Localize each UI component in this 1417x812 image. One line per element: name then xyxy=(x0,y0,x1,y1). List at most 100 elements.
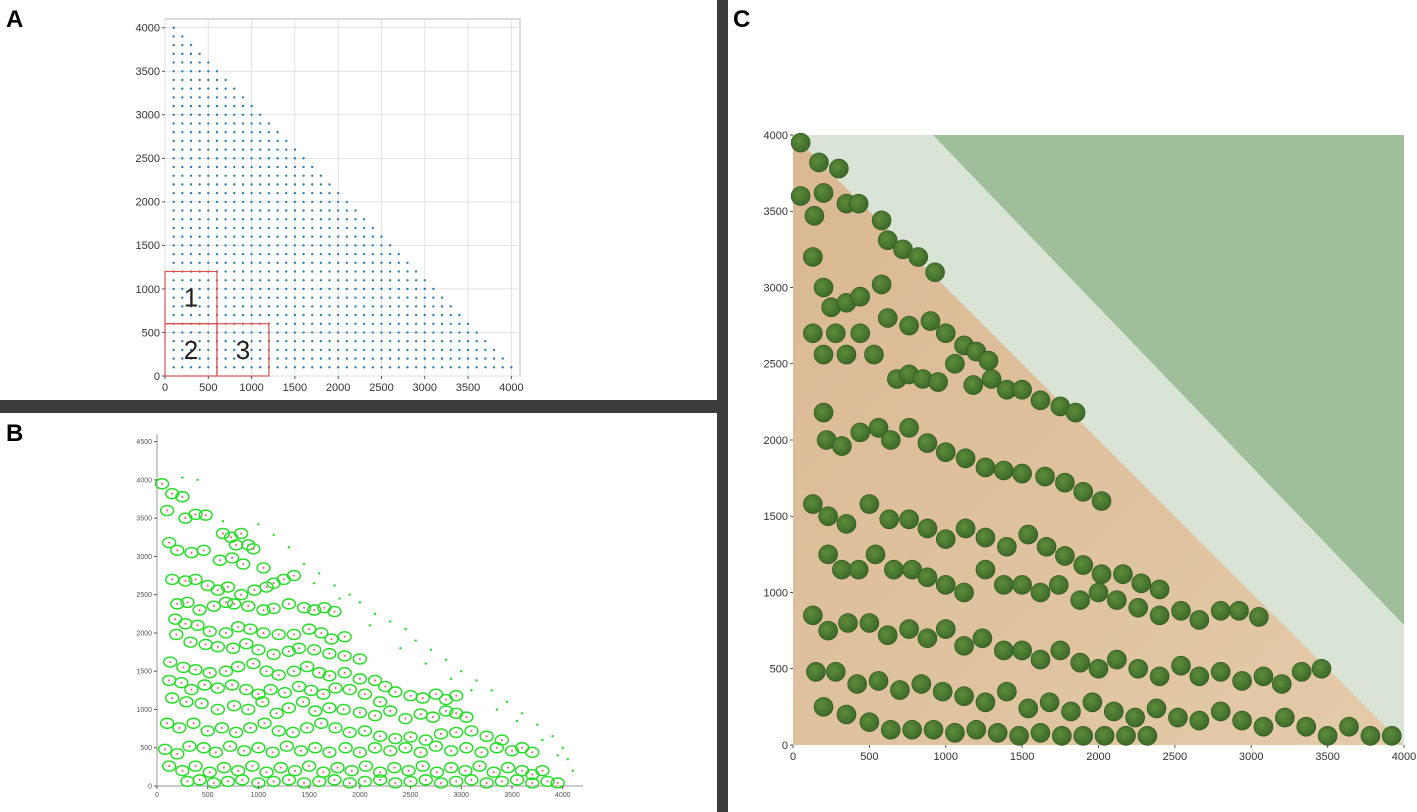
detection-ellipse xyxy=(281,645,297,658)
grid-point xyxy=(337,200,340,204)
grid-point xyxy=(311,209,314,212)
tree-crown xyxy=(847,674,867,694)
grid-point xyxy=(397,366,400,369)
tree-crown xyxy=(1088,582,1109,603)
grid-point xyxy=(311,340,314,343)
detection-ellipse xyxy=(287,764,303,777)
grid-point xyxy=(250,174,253,177)
tree-crown xyxy=(1088,658,1109,679)
grid-point xyxy=(345,322,348,325)
detection-center xyxy=(531,781,534,784)
detection-center xyxy=(521,769,524,772)
detection-center xyxy=(184,579,187,582)
x-tick-label: 1500 xyxy=(283,382,307,394)
detection-ellipse xyxy=(281,702,297,714)
grid-point xyxy=(276,261,279,264)
grid-point xyxy=(397,287,400,291)
grid-point xyxy=(259,270,262,273)
detection-center xyxy=(279,766,282,769)
grid-point xyxy=(276,131,279,134)
grid-point xyxy=(293,165,297,169)
tree-crown xyxy=(1012,379,1032,400)
grid-point xyxy=(406,279,409,282)
grid-point xyxy=(337,305,340,308)
grid-point xyxy=(311,244,314,247)
tree-crown xyxy=(908,247,929,267)
grid-point xyxy=(423,305,426,308)
grid-point xyxy=(449,322,452,325)
grid-point xyxy=(311,191,314,195)
grid-point xyxy=(423,287,426,291)
detection-center xyxy=(389,749,392,752)
grid-point xyxy=(337,270,340,273)
tree-crown xyxy=(955,518,976,539)
small-dot xyxy=(373,612,377,616)
grid-point xyxy=(285,165,288,169)
grid-point xyxy=(276,296,279,299)
detection-center xyxy=(293,769,296,772)
grid-point xyxy=(293,235,297,238)
detection-ellipse xyxy=(293,745,309,757)
grid-point xyxy=(397,340,400,343)
grid-point xyxy=(388,305,392,308)
grid-point xyxy=(172,279,175,282)
grid-point xyxy=(198,61,201,64)
grid-point xyxy=(215,226,219,230)
grid-point xyxy=(285,270,288,273)
small-dot xyxy=(561,746,564,749)
grid-point xyxy=(267,157,271,160)
detection-center xyxy=(322,771,325,774)
detection-ellipse xyxy=(259,581,274,593)
small-dot xyxy=(221,520,225,523)
tree-crown xyxy=(972,628,993,649)
detection-ellipse xyxy=(259,665,274,677)
tree-crown xyxy=(1061,701,1081,722)
detection-ellipse xyxy=(367,674,383,687)
grid-point xyxy=(311,218,314,221)
detection-center xyxy=(521,746,524,749)
tree-crown xyxy=(1291,661,1312,682)
grid-point xyxy=(311,357,314,360)
detection-center xyxy=(206,729,209,732)
grid-point xyxy=(380,296,383,299)
grid-point xyxy=(172,70,175,73)
grid-point xyxy=(241,209,245,212)
grid-point xyxy=(414,305,418,308)
grid-point xyxy=(189,296,193,299)
small-dot xyxy=(318,572,321,575)
detection-ellipse xyxy=(192,604,207,616)
detection-center xyxy=(202,549,205,552)
grid-point xyxy=(189,226,193,230)
grid-point xyxy=(345,252,348,256)
grid-point xyxy=(241,131,245,134)
grid-point xyxy=(181,52,184,55)
grid-point xyxy=(198,113,201,116)
grid-point xyxy=(362,235,366,238)
detection-ellipse xyxy=(215,527,231,540)
detection-ellipse xyxy=(378,680,393,693)
x-tick-label: 3500 xyxy=(504,792,520,799)
grid-point xyxy=(224,131,227,134)
grid-point xyxy=(354,209,357,212)
grid-point xyxy=(241,218,245,221)
tree-crown xyxy=(928,372,948,392)
grid-point xyxy=(449,331,452,334)
tree-crown xyxy=(911,674,932,694)
grid-point xyxy=(285,279,288,282)
detection-ellipse xyxy=(220,581,236,593)
tree-crown xyxy=(1065,402,1086,423)
detection-ellipse xyxy=(214,722,230,734)
small-dot xyxy=(536,723,539,726)
grid-point xyxy=(354,287,357,291)
y-tick-label: 4000 xyxy=(136,477,152,484)
grid-point xyxy=(311,313,314,317)
grid-point xyxy=(432,340,435,343)
tree-crown xyxy=(1189,666,1210,687)
detection-ellipse xyxy=(308,705,323,717)
grid-point xyxy=(293,270,297,273)
grid-point xyxy=(354,348,357,352)
grid-point xyxy=(354,279,357,282)
detection-center xyxy=(229,745,232,748)
detection-ellipse xyxy=(494,775,510,788)
detection-center xyxy=(251,765,254,768)
